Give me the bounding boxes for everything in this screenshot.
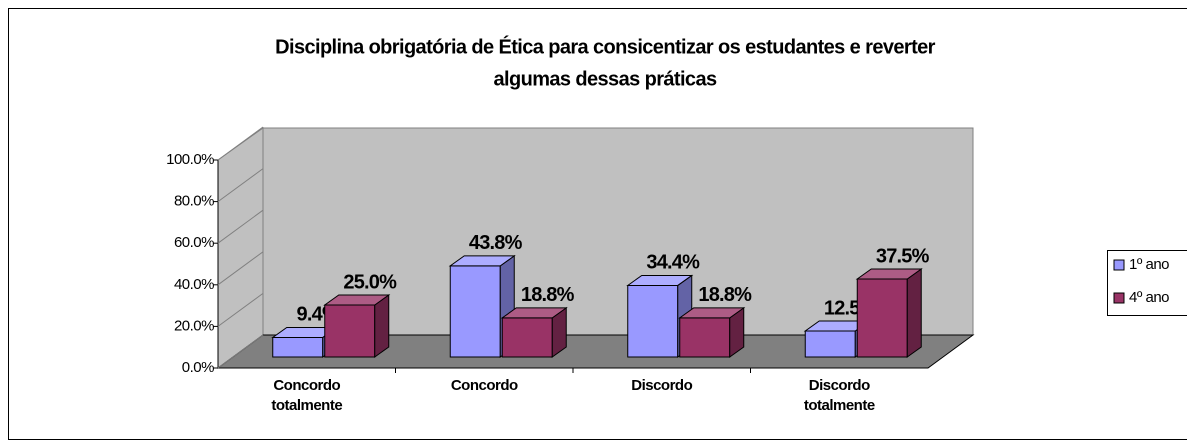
bar — [500, 306, 568, 358]
value-label: 37.5% — [876, 245, 930, 267]
y-tick-label: 80.0% — [174, 193, 214, 210]
bar-top — [626, 274, 694, 286]
legend-swatch — [1113, 292, 1125, 304]
bar-top — [855, 268, 923, 280]
bar-front — [501, 317, 553, 358]
bar-top — [323, 294, 391, 306]
x-tick-label: Discordo — [631, 377, 693, 394]
bar-front — [679, 317, 731, 358]
x-tick-label: Discordo totalmente — [803, 377, 875, 414]
legend-swatch — [1113, 259, 1125, 271]
y-tick-label: 0.0% — [182, 359, 214, 376]
value-label: 43.8% — [469, 232, 523, 254]
bar-top — [500, 307, 568, 319]
bar-top — [678, 307, 746, 319]
bar-front — [449, 265, 501, 358]
value-label: 18.8% — [698, 284, 752, 306]
side-wall — [217, 127, 264, 369]
chart-title: Disciplina obrigatória de Ética para con… — [275, 35, 936, 58]
y-tick-diag — [217, 168, 264, 203]
bar-side — [374, 294, 390, 358]
bar-front — [627, 284, 679, 358]
y-tick-label: 40.0% — [174, 276, 214, 293]
bar — [855, 268, 923, 358]
y-tick-diag — [217, 292, 264, 327]
x-tick-label: Concordo — [450, 377, 518, 394]
x-tick-label: Concordo totalmente — [271, 377, 343, 414]
legend-label: 4º ano — [1129, 289, 1169, 306]
bar-top — [448, 255, 516, 267]
bar-side — [906, 268, 922, 358]
legend-label: 1º ano — [1129, 256, 1169, 273]
bar — [678, 306, 746, 358]
y-tick-diag — [217, 209, 264, 244]
y-tick-label: 60.0% — [174, 234, 214, 251]
bar-front — [324, 304, 376, 358]
value-label: 18.8% — [521, 284, 575, 306]
y-tick-diag — [217, 251, 264, 286]
value-label: 34.4% — [646, 252, 700, 274]
chart-title: algumas dessas práticas — [494, 68, 717, 90]
bar-front — [856, 278, 908, 358]
y-tick-label: 20.0% — [174, 317, 214, 334]
value-label: 25.0% — [343, 271, 397, 293]
bar — [448, 254, 516, 358]
bar-front — [272, 336, 324, 358]
bar — [323, 294, 391, 358]
y-tick-label: 100.0% — [166, 151, 214, 168]
bar-front — [804, 330, 856, 358]
y-tick-diag — [217, 126, 264, 161]
y-tick-diag — [217, 334, 264, 369]
